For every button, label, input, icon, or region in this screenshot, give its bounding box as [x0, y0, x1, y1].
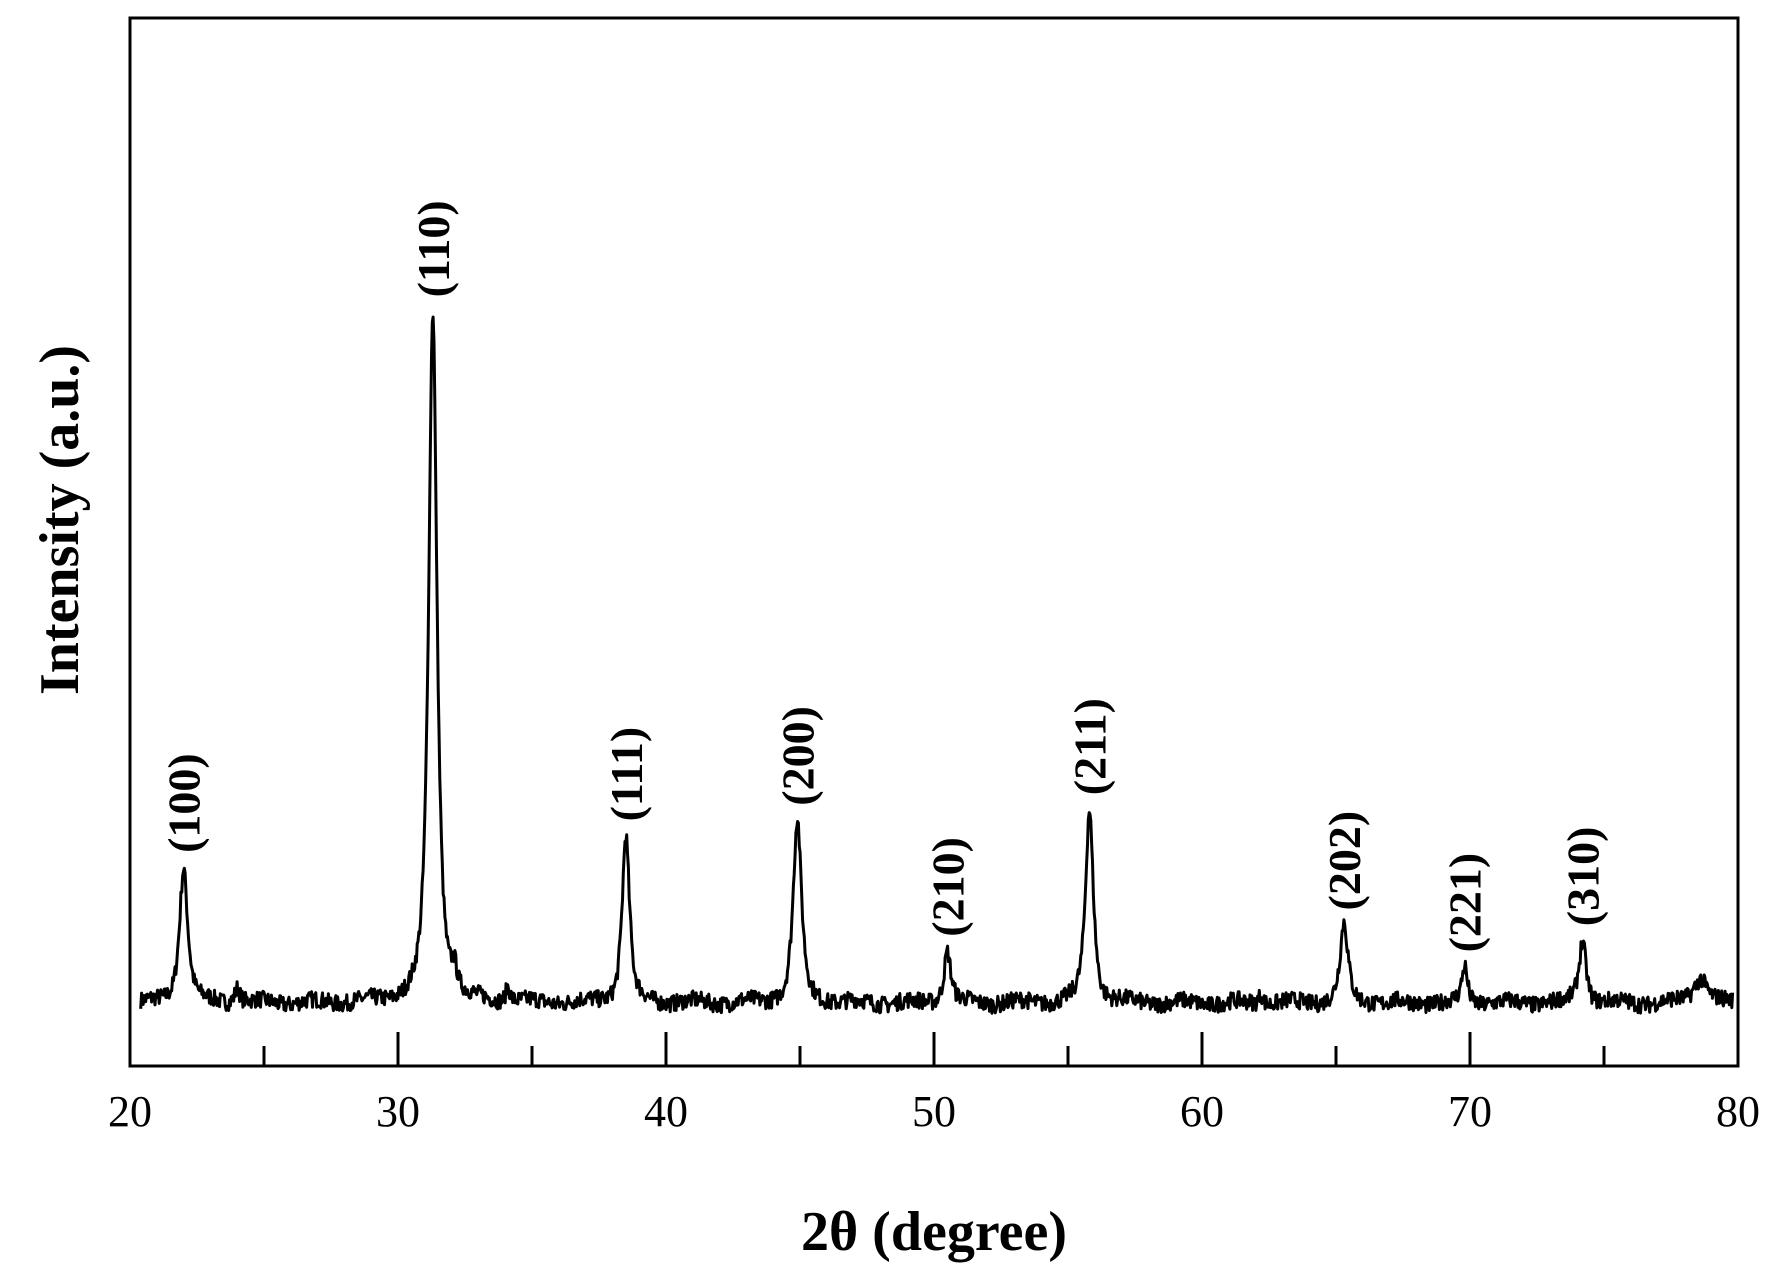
x-axis-ticks — [262, 1032, 1606, 1066]
peak-label: (100) — [159, 753, 210, 853]
x-tick-label: 70 — [1448, 1087, 1492, 1136]
peak-label: (211) — [1064, 698, 1115, 795]
x-tick-label: 60 — [1180, 1087, 1224, 1136]
peak-labels: (100) (110) (111) (200) (210) (211) (202) (221)… — [159, 200, 1609, 952]
peak-label: (111) — [601, 727, 652, 822]
peak-label: (210) — [922, 837, 973, 937]
peak-label: (200) — [772, 706, 823, 806]
diffraction-pattern-line — [139, 315, 1735, 1015]
y-axis-title: Intensity (a.u.) — [29, 345, 91, 695]
x-tick-label: 80 — [1716, 1087, 1760, 1136]
peak-label: (310) — [1558, 827, 1609, 927]
peak-label: (221) — [1440, 853, 1491, 953]
x-tick-label: 20 — [108, 1087, 152, 1136]
peak-label: (202) — [1319, 811, 1370, 911]
x-tick-label: 30 — [376, 1087, 420, 1136]
x-axis-tick-labels: 20 30 40 50 60 70 80 — [108, 1087, 1760, 1136]
x-axis-title: 2θ (degree) — [801, 1201, 1067, 1263]
x-tick-label: 50 — [912, 1087, 956, 1136]
x-tick-label: 40 — [644, 1087, 688, 1136]
peak-label: (110) — [408, 200, 459, 297]
